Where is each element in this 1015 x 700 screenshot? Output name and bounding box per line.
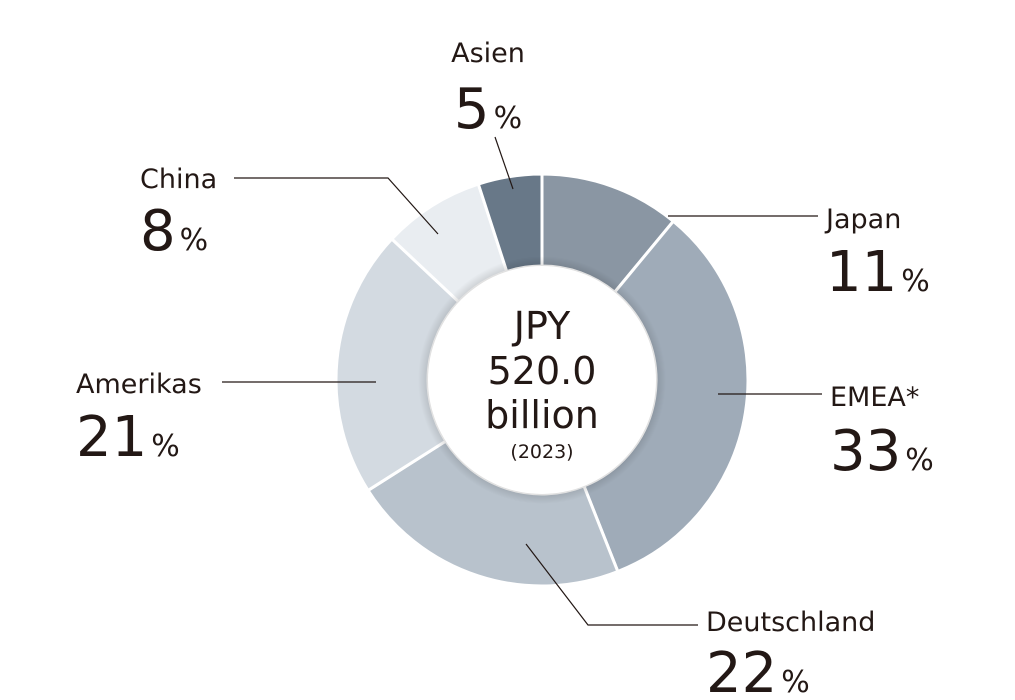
label-china: China xyxy=(140,164,217,195)
center-amount: 520.0 xyxy=(488,349,597,393)
label-emea: EMEA* xyxy=(830,382,919,413)
label-amerikas: Amerikas xyxy=(76,369,202,400)
donut-hole xyxy=(428,266,656,494)
leader-deutschland xyxy=(525,543,698,626)
leader-asien xyxy=(494,136,514,190)
label-asien: Asien xyxy=(451,38,525,69)
label-japan: Japan xyxy=(824,204,901,235)
center-currency: JPY xyxy=(512,304,571,348)
value-deutschland: 22% xyxy=(706,641,810,700)
value-asien: 5% xyxy=(454,77,522,142)
value-emea: 33% xyxy=(830,419,934,484)
leader-china xyxy=(234,177,439,235)
value-amerikas: 21% xyxy=(76,405,180,470)
value-china: 8% xyxy=(140,199,208,264)
label-deutschland: Deutschland xyxy=(706,607,875,638)
leader-lines xyxy=(222,136,822,626)
center-year: (2023) xyxy=(510,441,573,463)
center-unit: billion xyxy=(485,393,599,437)
value-japan: 11% xyxy=(826,240,930,305)
